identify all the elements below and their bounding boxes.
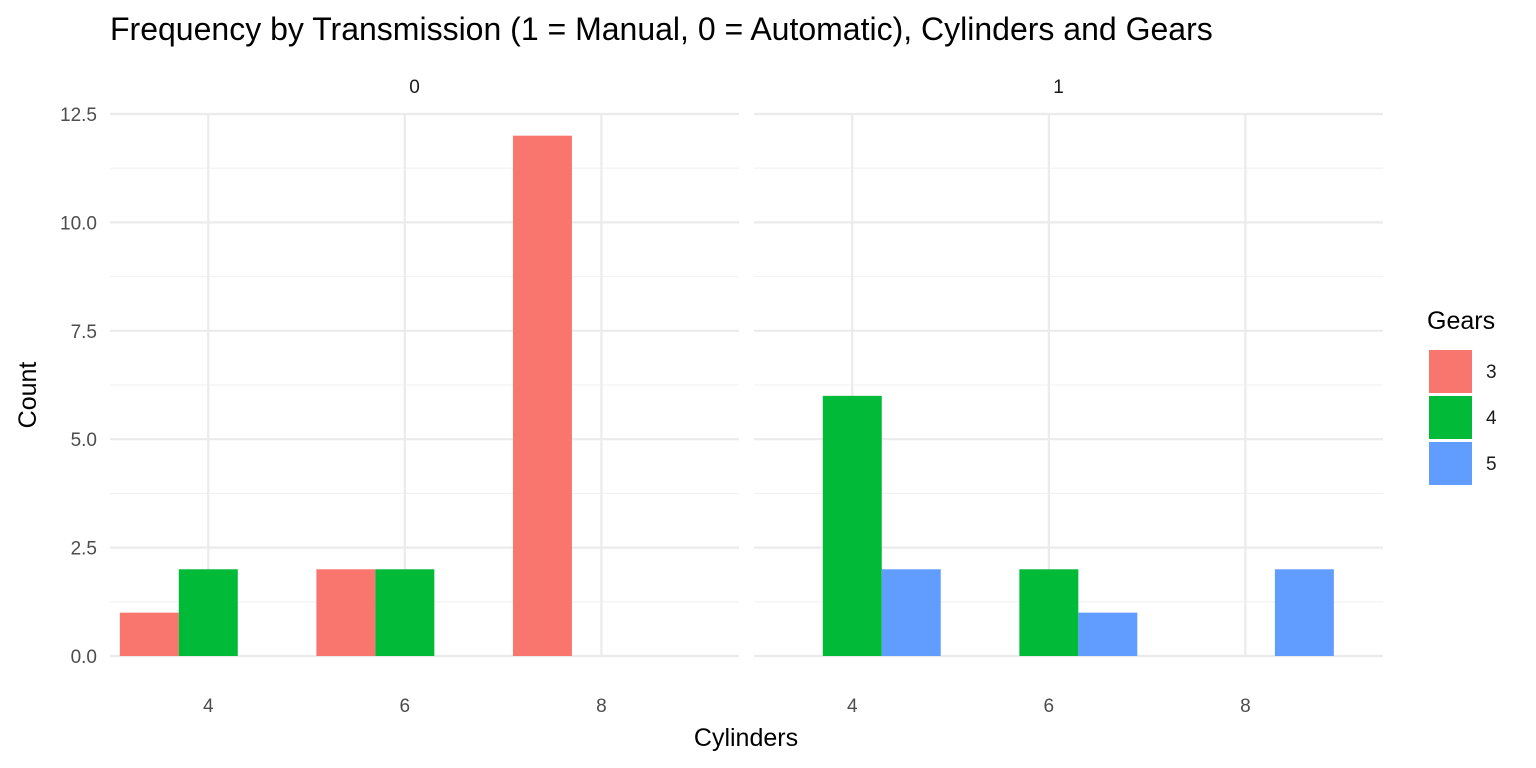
bar-am1-cyl6-gear4: [1019, 569, 1079, 656]
x-tick-label: 6: [1044, 696, 1055, 717]
legend-title: Gears: [1427, 307, 1495, 335]
facet-strip-label: 1: [1053, 77, 1064, 98]
bar-am0-cyl8-gear3: [512, 135, 572, 656]
x-tick-label: 4: [203, 696, 214, 717]
y-tick-label: 12.5: [60, 105, 97, 126]
y-tick-label: 10.0: [60, 213, 97, 234]
bar-am1-cyl6-gear5: [1078, 612, 1138, 656]
legend-key-3: [1429, 350, 1472, 393]
facet-panel-0: 0 4 6 8: [110, 77, 739, 717]
legend: Gears 3 4 5: [1427, 307, 1497, 485]
y-tick-label: 7.5: [71, 322, 97, 343]
bar-am0-cyl4-gear3: [119, 612, 179, 656]
legend-key-4: [1429, 396, 1472, 439]
bar-am1-cyl8-gear5: [1274, 569, 1334, 656]
legend-label: 3: [1486, 362, 1497, 383]
legend-key-5: [1429, 442, 1472, 485]
legend-label: 4: [1486, 408, 1497, 429]
y-tick-label: 0.0: [71, 647, 97, 668]
x-tick-label: 8: [1240, 696, 1251, 717]
chart-title: Frequency by Transmission (1 = Manual, 0…: [110, 11, 1213, 47]
bar-am0-cyl6-gear3: [316, 569, 376, 656]
panels: 0 4 6 8 1 4 6 8: [110, 77, 1383, 717]
y-axis-title: Count: [14, 362, 42, 429]
bar-am1-cyl4-gear5: [881, 569, 941, 656]
bar-am0-cyl6-gear4: [375, 569, 435, 656]
bar-am0-cyl4-gear4: [178, 569, 238, 656]
facet-panel-1: 1 4 6 8: [754, 77, 1383, 717]
legend-label: 5: [1486, 454, 1497, 475]
x-tick-label: 8: [596, 696, 607, 717]
facet-strip-label: 0: [409, 77, 420, 98]
x-tick-label: 4: [847, 696, 858, 717]
bar-am1-cyl4-gear4: [822, 395, 882, 656]
x-axis-title: Cylinders: [694, 724, 798, 752]
x-tick-label: 6: [400, 696, 411, 717]
y-tick-label: 2.5: [71, 539, 97, 560]
y-tick-label: 5.0: [71, 430, 97, 451]
y-axis-ticks: 0.0 2.5 5.0 7.5 10.0 12.5: [60, 105, 97, 668]
